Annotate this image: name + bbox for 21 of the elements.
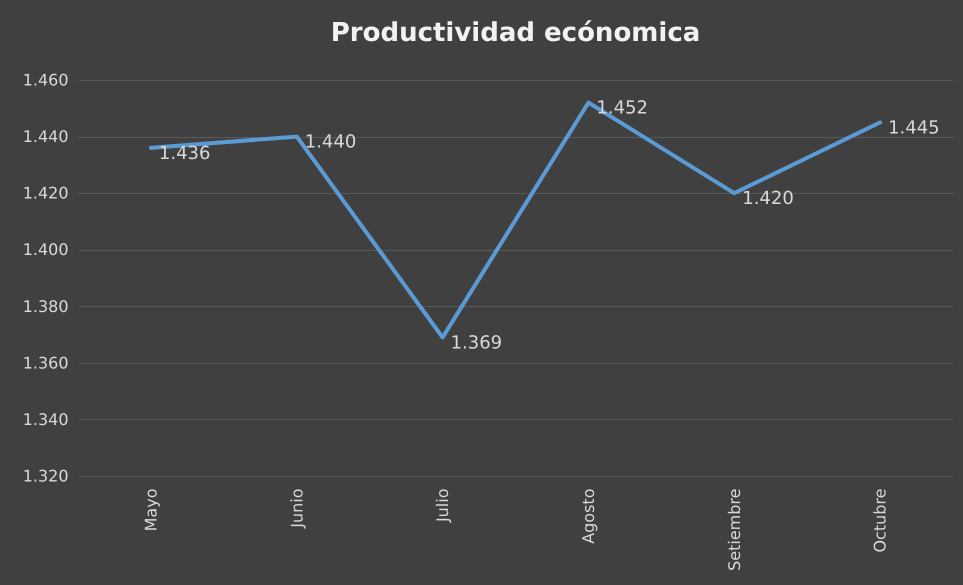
y-tick-label: 1.420 — [22, 184, 68, 203]
y-tick-label: 1.440 — [22, 127, 68, 146]
data-label: 1.445 — [888, 117, 940, 138]
data-label: 1.440 — [304, 132, 356, 153]
x-tick-label: Agosto — [578, 488, 598, 544]
y-tick-label: 1.320 — [22, 466, 68, 486]
y-tick-label: 1.400 — [22, 240, 68, 260]
chart-title: Productividad ecónomica — [330, 18, 700, 48]
y-tick-label: 1.380 — [22, 296, 68, 316]
x-tick-label: Julio — [433, 488, 452, 524]
x-tick-label: Mayo — [141, 488, 160, 532]
y-tick-label: 1.360 — [22, 353, 68, 372]
data-label: 1.452 — [596, 98, 648, 119]
data-label: 1.436 — [158, 142, 210, 164]
y-tick-label: 1.460 — [22, 70, 68, 90]
x-tick-label: Octubre — [870, 488, 890, 553]
x-tick-label: Setiembre — [724, 488, 744, 571]
y-tick-label: 1.340 — [22, 410, 68, 429]
data-label: 1.420 — [742, 188, 794, 210]
x-tick-label: Junio — [287, 488, 306, 529]
data-label: 1.369 — [450, 332, 502, 354]
